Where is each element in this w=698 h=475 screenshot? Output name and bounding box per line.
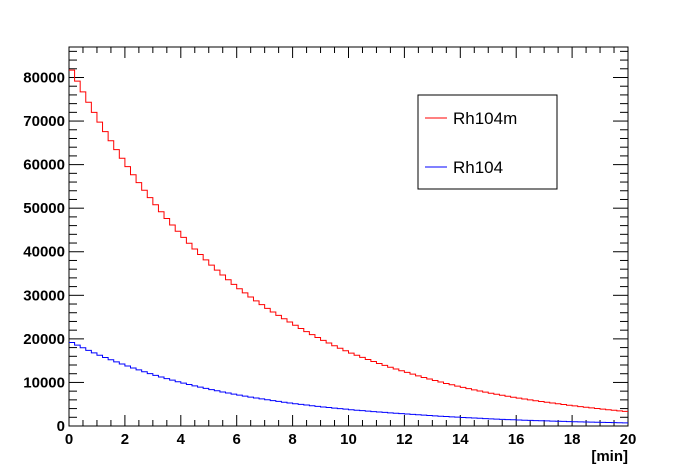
x-tick-label: 2 — [121, 431, 129, 448]
y-tick-label: 20000 — [23, 331, 65, 348]
y-tick-label: 60000 — [23, 157, 65, 174]
series-layer — [69, 69, 628, 424]
legend: Rh104m Rh104 — [417, 94, 558, 190]
y-tick-label: 40000 — [23, 244, 65, 261]
x-tick-label: 20 — [620, 431, 637, 448]
legend-label-rh104m: Rh104m — [453, 109, 517, 128]
x-tick-label: 16 — [508, 431, 525, 448]
x-axis-ticks: 0 2 4 6 8 10 12 14 16 18 20 — [65, 47, 637, 448]
x-tick-label: 10 — [340, 431, 357, 448]
x-tick-label: 8 — [288, 431, 296, 448]
legend-box — [417, 94, 558, 190]
x-axis-title: [min] — [591, 448, 628, 465]
y-axis-ticks: 0 10000 20000 30000 40000 50000 60000 70000 8000… — [23, 50, 628, 435]
x-tick-label: 6 — [233, 431, 241, 448]
x-tick-label: 12 — [396, 431, 413, 448]
y-tick-label: 30000 — [23, 287, 65, 304]
y-tick-label: 0 — [57, 418, 65, 435]
x-tick-label: 18 — [564, 431, 581, 448]
y-tick-label: 50000 — [23, 200, 65, 217]
series-line-rh104 — [69, 341, 628, 424]
y-tick-label: 80000 — [23, 69, 65, 86]
x-tick-label: 14 — [452, 431, 469, 448]
legend-label-rh104: Rh104 — [453, 158, 503, 177]
y-tick-label: 70000 — [23, 113, 65, 130]
series-line-rh104m — [69, 69, 628, 412]
x-tick-label: 4 — [177, 431, 186, 448]
x-tick-label: 0 — [65, 431, 73, 448]
y-tick-label: 10000 — [23, 374, 65, 391]
